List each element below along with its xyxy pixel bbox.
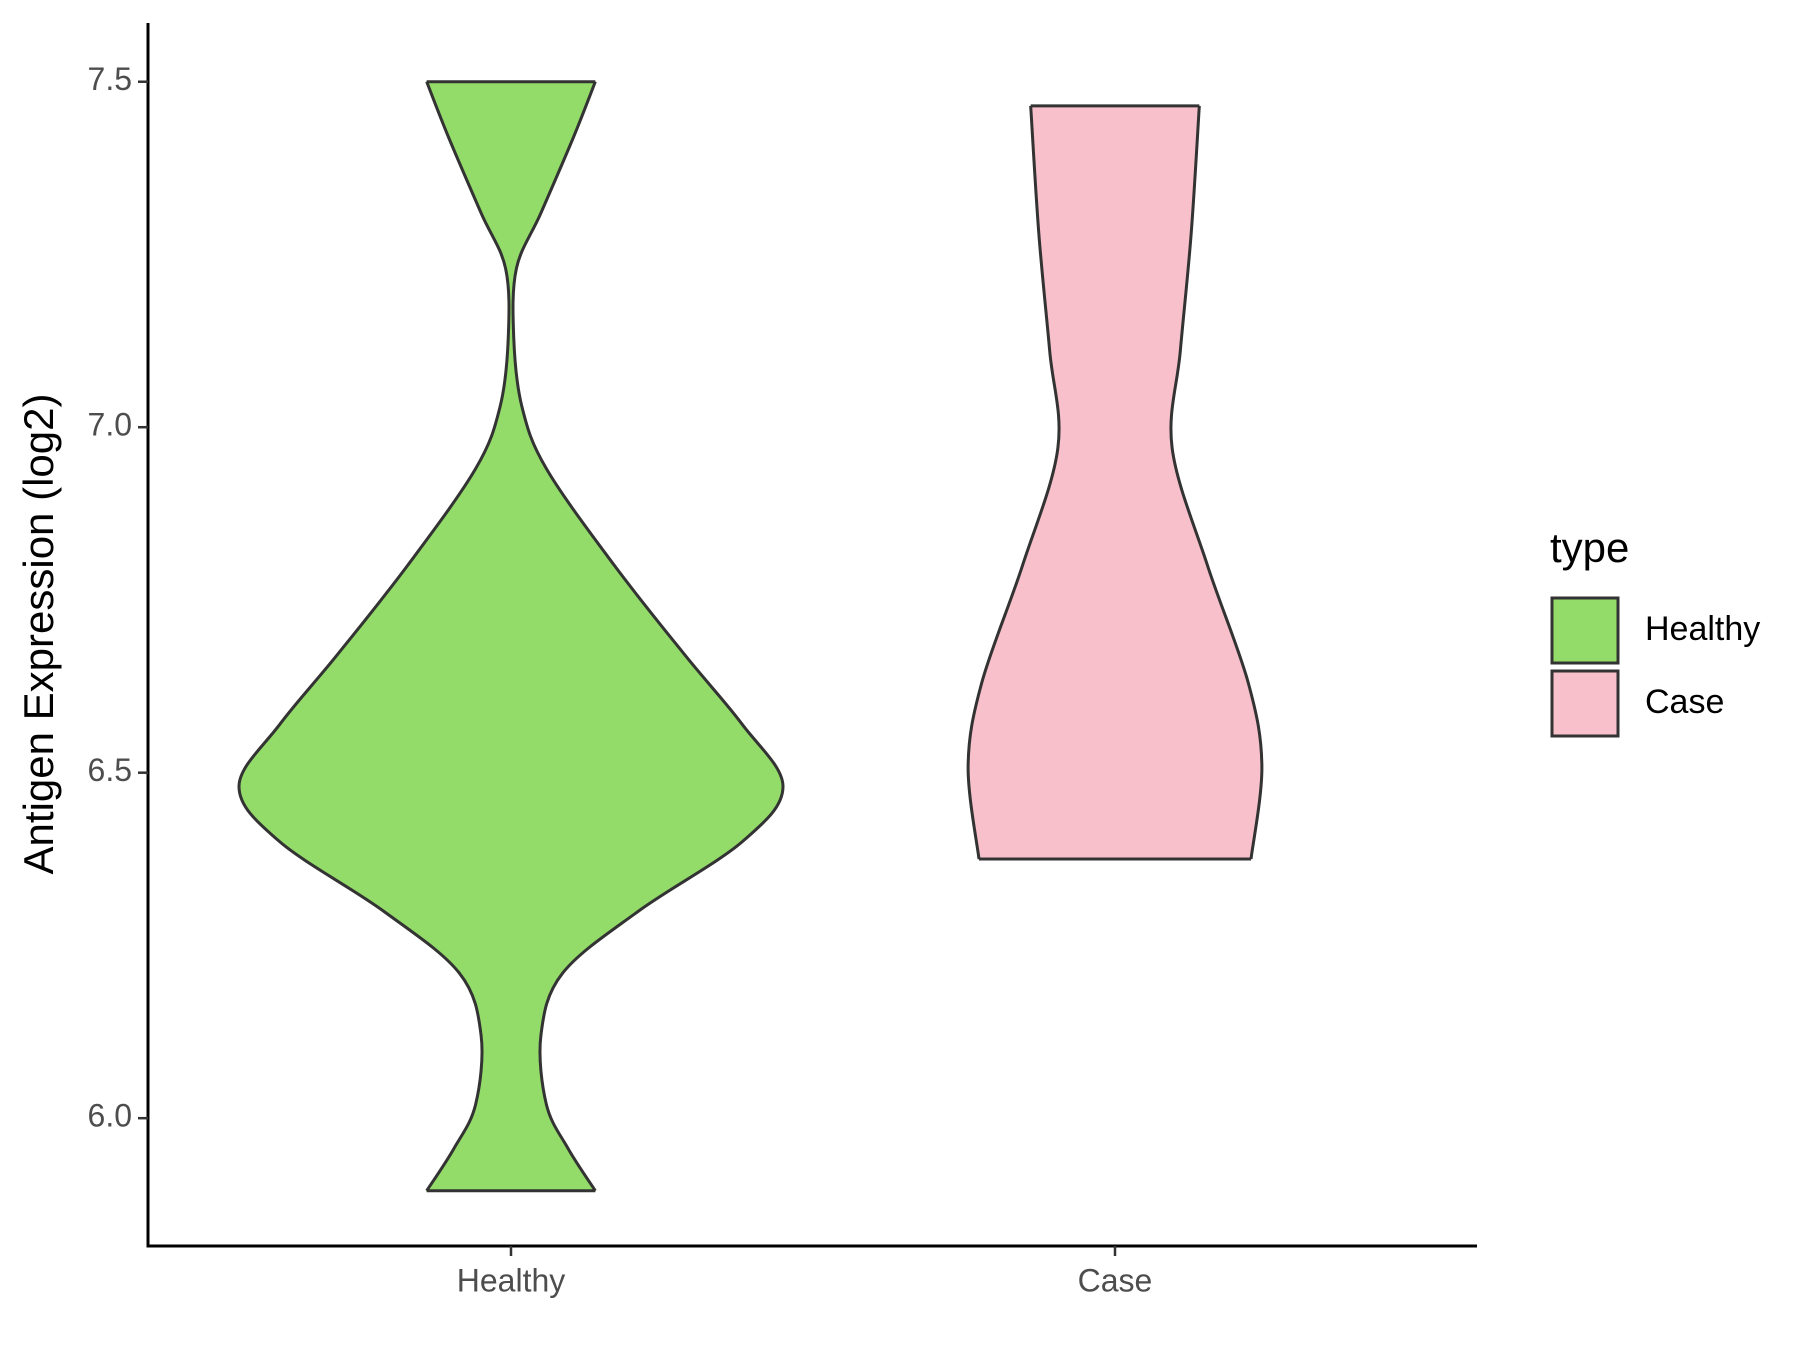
x-tick-label: Healthy (457, 1262, 566, 1298)
violin-fill (1114, 105, 1263, 860)
violin-outline (511, 81, 785, 1192)
violin-outline (237, 81, 511, 1192)
legend-key (1550, 596, 1620, 665)
violin-fill (967, 105, 1116, 860)
violin-fill (238, 81, 512, 1192)
y-tick-label: 6.0 (88, 1098, 132, 1134)
legend-label: Healthy (1645, 610, 1760, 648)
y-tick-label: 7.5 (88, 61, 132, 97)
legend-key (1550, 669, 1620, 738)
violin-fill (510, 81, 784, 1192)
legend-label: Case (1645, 683, 1724, 721)
y-tick-label: 7.0 (88, 407, 132, 443)
x-tick-label: Case (1078, 1262, 1153, 1298)
y-axis-title: Antigen Expression (log2) (15, 394, 62, 875)
violin-outline (1169, 105, 1264, 860)
violin-outline (966, 105, 1061, 860)
y-tick-label: 6.5 (88, 752, 132, 788)
legend-title: type (1550, 524, 1629, 571)
